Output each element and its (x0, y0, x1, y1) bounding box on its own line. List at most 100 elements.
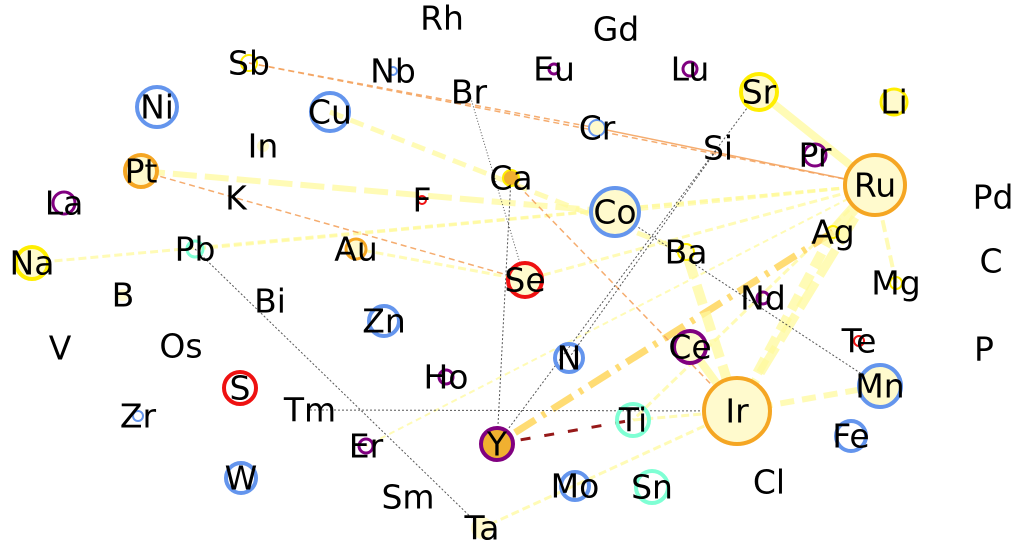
node-marker-pt (123, 153, 159, 189)
node-label-ti: Ti (618, 401, 647, 440)
node-label-co: Co (593, 193, 636, 232)
node-label-cl: Cl (753, 463, 785, 502)
node-marker-sr (739, 72, 779, 112)
node-label-ca: Ca (489, 159, 532, 198)
node-label-bi: Bi (254, 282, 286, 321)
node-label-ag: Ag (811, 213, 855, 252)
node-marker-sn (634, 469, 670, 505)
node-label-sn: Sn (631, 468, 673, 507)
node-label-cu: Cu (308, 93, 352, 132)
edge-tm-ir (309, 409, 738, 412)
node-marker-ho (437, 368, 455, 386)
node-label-pr: Pr (799, 136, 832, 175)
edge-pt-se (140, 170, 526, 281)
node-label-s: S (230, 369, 251, 408)
node-label-ta: Ta (464, 509, 500, 544)
edge-y-sr (496, 91, 760, 445)
node-marker-mg (889, 276, 903, 290)
edge-n-si (568, 147, 719, 359)
node-marker-la (51, 190, 77, 216)
node-label-se: Se (504, 261, 545, 300)
node-label-ce: Ce (668, 328, 711, 367)
node-marker-ta (471, 517, 493, 539)
node-marker-te (853, 335, 865, 347)
node-label-pd: Pd (973, 178, 1014, 217)
node-marker-s (222, 370, 258, 406)
edge-ag-y (495, 229, 835, 447)
node-label-li: Li (880, 83, 908, 122)
node-label-v: V (49, 329, 72, 368)
edge-sb-ru (248, 62, 876, 186)
node-marker-ba (677, 243, 695, 261)
edge-ca-ir (510, 177, 738, 412)
node-marker-ru (843, 153, 907, 217)
node-marker-ag (826, 225, 840, 239)
node-marker-ni (135, 85, 179, 129)
node-marker-fe (834, 419, 868, 453)
node-label-ni: Ni (140, 88, 174, 127)
node-label-au: Au (334, 230, 378, 269)
node-label-ir: Ir (725, 392, 749, 431)
node-label-zn: Zn (362, 302, 406, 341)
node-label-mo: Mo (551, 467, 600, 506)
node-label-pb: Pb (175, 230, 216, 269)
node-label-ba: Ba (665, 233, 708, 272)
edge-ru-se (524, 183, 876, 282)
node-label-mn: Mn (855, 367, 904, 406)
edge-ru-er (365, 184, 876, 447)
node-label-la: La (45, 184, 84, 223)
node-label-sm: Sm (381, 478, 434, 517)
node-marker-cu (309, 91, 351, 133)
node-marker-pb (185, 239, 205, 259)
node-label-te: Te (841, 322, 877, 361)
node-marker-lu (681, 60, 699, 78)
node-marker-er (357, 437, 375, 455)
node-label-fe: Fe (832, 417, 869, 456)
node-label-p: P (974, 330, 994, 369)
node-label-f: F (413, 181, 432, 220)
node-marker-ca (502, 169, 520, 187)
node-label-layer: Rh Gd Sb Nb Eu Lu Sr Li Ni Cu Br Cr Si Pr Ru In Pt Ca K F Co… (10, 0, 1014, 544)
edge-sb-cr (248, 62, 598, 129)
node-marker-b (117, 289, 129, 301)
node-label-n: N (557, 339, 582, 378)
node-label-br: Br (451, 73, 488, 112)
edge-y-ca (496, 177, 512, 445)
node-label-lu: Lu (671, 50, 710, 89)
node-label-sr: Sr (742, 73, 777, 112)
node-label-w: W (225, 459, 258, 498)
node-marker-y (479, 426, 515, 462)
node-marker-cr (588, 119, 606, 137)
node-label-tm: Tm (283, 391, 336, 430)
node-label-nb: Nb (370, 52, 416, 91)
node-label-k: K (225, 179, 248, 218)
node-marker-co (589, 186, 641, 238)
node-marker-ti (615, 402, 651, 438)
node-marker-mo (559, 470, 591, 502)
node-marker-zr (132, 410, 144, 422)
node-label-rh: Rh (420, 0, 464, 38)
edge-ru-ti (631, 183, 877, 422)
node-label-nd: Nd (740, 279, 786, 318)
node-label-eu: Eu (533, 50, 575, 89)
node-marker-mn (857, 363, 903, 409)
node-marker-w (224, 461, 258, 495)
node-marker-nd (755, 290, 771, 306)
node-label-c: C (979, 242, 1002, 281)
node-label-pt: Pt (125, 152, 158, 191)
node-marker-layer (14, 54, 909, 539)
node-label-in: In (248, 127, 279, 166)
node-label-mg: Mg (871, 264, 920, 303)
node-marker-zn (367, 304, 401, 338)
edge-se-au (355, 247, 526, 282)
edge-ru-ir (733, 182, 879, 414)
node-marker-n (553, 342, 585, 374)
node-marker-in (257, 140, 269, 152)
node-label-b: B (112, 276, 135, 315)
node-marker-na (14, 245, 50, 281)
node-marker-se (506, 261, 544, 299)
edge-ru-co (614, 183, 876, 214)
node-label-y: Y (486, 425, 508, 464)
node-label-ru: Ru (854, 166, 896, 205)
node-marker-li (879, 87, 909, 117)
